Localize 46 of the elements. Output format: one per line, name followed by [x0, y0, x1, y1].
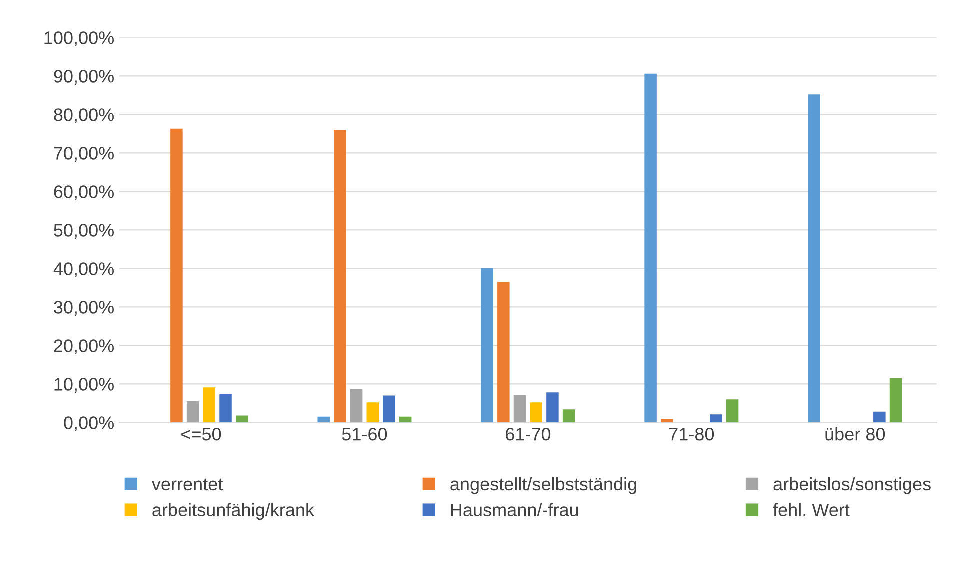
bar — [710, 414, 722, 423]
bar — [644, 74, 657, 423]
bar — [203, 388, 216, 423]
bar — [874, 412, 886, 423]
bar — [530, 402, 542, 423]
legend-label: arbeitslos/sonstiges — [774, 477, 931, 494]
bar — [399, 416, 412, 423]
bar — [498, 282, 510, 423]
x-tick-label: <=50 — [182, 428, 222, 441]
bar — [481, 268, 494, 423]
legend-label: Hausmann/-frau — [451, 503, 578, 517]
bar — [366, 402, 380, 423]
bar — [661, 419, 674, 423]
bar — [170, 128, 183, 423]
y-tick-label: 30,00% — [54, 301, 114, 316]
y-tick-label: 100,00% — [44, 32, 114, 46]
y-tick-label: 90,00% — [54, 70, 114, 85]
y-tick-label: 10,00% — [54, 378, 114, 394]
x-tick-label: 61-70 — [506, 428, 551, 441]
x-tick-label: 71-80 — [670, 428, 714, 441]
bar — [220, 394, 232, 423]
y-tick-label: 70,00% — [54, 147, 114, 162]
bar — [726, 400, 739, 423]
y-tick-label: 50,00% — [54, 224, 114, 240]
legend-label: angestellt/selbstständig — [450, 477, 636, 494]
y-tick-label: 40,00% — [54, 262, 114, 278]
legend-label: arbeitsunfähig/krank — [152, 503, 315, 520]
bar — [236, 416, 248, 423]
bar — [350, 390, 363, 423]
y-tick-label: 60,00% — [54, 186, 114, 200]
legend-label: fehl. Wert — [773, 503, 850, 517]
x-tick-label: 51-60 — [342, 428, 388, 441]
bar — [562, 410, 576, 423]
bar — [546, 392, 559, 423]
bar — [186, 401, 200, 423]
y-tick-label: 20,00% — [54, 340, 114, 355]
x-tick-label: über 80 — [826, 428, 886, 441]
bar — [808, 94, 820, 423]
bar — [514, 395, 526, 423]
bar — [383, 396, 396, 423]
bar — [334, 130, 346, 423]
bar — [890, 378, 902, 423]
bar — [318, 416, 330, 423]
y-tick-label: 0,00% — [64, 416, 114, 432]
legend-label: verrentet — [152, 478, 224, 491]
y-tick-label: 80,00% — [54, 108, 114, 124]
